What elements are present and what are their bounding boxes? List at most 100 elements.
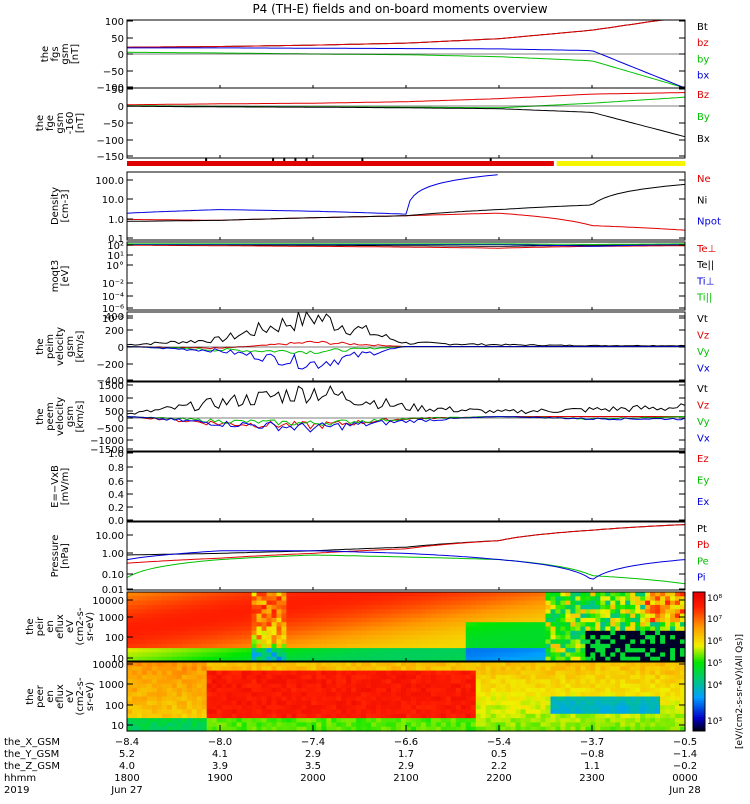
peir-cell	[645, 622, 651, 628]
peer-cell	[381, 705, 387, 710]
peer-cell	[665, 674, 671, 680]
peir-cell	[366, 630, 372, 636]
peer-cell	[525, 700, 532, 706]
peer-cell	[261, 713, 268, 719]
peer-cell	[271, 662, 278, 667]
peer-cell	[590, 726, 596, 732]
peir-cell	[406, 604, 412, 610]
peer-cell	[216, 713, 223, 719]
ylabel-line: the	[35, 115, 46, 131]
peer-cell	[311, 666, 317, 672]
peer-cell	[401, 696, 407, 702]
peer-cell	[475, 722, 482, 728]
peer-cell	[336, 718, 342, 723]
peer-cell	[485, 726, 492, 732]
peir-cell	[615, 600, 621, 606]
peer-cell	[465, 662, 472, 667]
peer-cell	[585, 718, 591, 723]
peer-cell	[640, 692, 646, 698]
peir-cell	[316, 596, 322, 602]
peer-cell	[460, 705, 467, 710]
peir-cell	[535, 643, 542, 649]
peir-cell	[146, 604, 153, 610]
peer-cell	[356, 692, 362, 698]
peer-cell	[141, 687, 148, 693]
peer-cell	[206, 722, 213, 728]
peir-cell	[281, 626, 287, 632]
peir-cell	[386, 639, 392, 645]
peer-cell	[371, 692, 377, 698]
peer-cell	[281, 683, 287, 689]
peer-cell	[485, 674, 492, 680]
peir-cell	[645, 600, 651, 606]
peir-cell	[221, 596, 228, 602]
peir-cell	[675, 592, 681, 597]
peer-cell	[540, 726, 547, 732]
peir-cell	[281, 622, 287, 628]
peer-cell	[645, 674, 651, 680]
colorbar-cell	[693, 696, 705, 700]
peir-cell	[510, 613, 517, 619]
peir-cell	[146, 592, 153, 597]
peer-cell	[440, 692, 447, 698]
peir-cell	[490, 643, 497, 649]
peer-cell	[620, 713, 626, 719]
peir-cell	[296, 617, 302, 623]
peir-cell	[311, 592, 317, 597]
peer-cell	[206, 709, 213, 715]
peer-cell	[465, 679, 472, 685]
peer-cell	[680, 666, 686, 672]
peer-cell	[675, 687, 681, 693]
peer-cell	[156, 705, 163, 710]
peer-cell	[346, 718, 352, 723]
peer-cell	[141, 662, 148, 667]
peer-cell	[595, 713, 601, 719]
peir-cell	[580, 626, 586, 632]
peer-cell	[411, 692, 417, 698]
peer-cell	[425, 687, 432, 693]
peer-cell	[485, 696, 492, 702]
peer-cell	[565, 696, 571, 702]
peer-cell	[605, 674, 611, 680]
peir-cell	[535, 639, 542, 645]
peir-cell	[625, 613, 631, 619]
peer-cell	[186, 687, 193, 693]
peer-cell	[301, 713, 307, 719]
peir-cell	[271, 596, 278, 602]
peir-cell	[381, 630, 387, 636]
peir-cell	[545, 617, 552, 623]
peir-cell	[137, 626, 143, 632]
peer-cell	[241, 696, 248, 702]
peir-cell	[221, 600, 228, 606]
peir-cell	[416, 622, 422, 628]
peer-cell	[605, 662, 611, 667]
peer-cell	[251, 709, 258, 715]
peer-cell	[545, 709, 552, 715]
peer-cell	[196, 722, 203, 728]
peem-series-vt	[126, 384, 686, 415]
status-tick	[283, 158, 286, 161]
peer-cell	[266, 679, 273, 685]
peer-cell	[440, 722, 447, 728]
peir-cell	[196, 596, 203, 602]
peir-cell	[465, 592, 472, 597]
peir-cell	[281, 609, 287, 615]
peer-cell	[680, 705, 686, 710]
peer-cell	[401, 687, 407, 693]
peer-cell	[425, 662, 432, 667]
peir-cell	[161, 626, 168, 632]
peir-cell	[206, 600, 213, 606]
peir-cell	[311, 613, 317, 619]
peir-cell	[266, 604, 273, 610]
peir-cell	[450, 609, 457, 615]
peer-cell	[146, 696, 153, 702]
peer-cell	[416, 687, 422, 693]
peir-cell	[530, 604, 537, 610]
peir-cell	[515, 639, 522, 645]
peer-cell	[560, 709, 566, 715]
peer-cell	[535, 670, 542, 676]
peir-cell	[560, 626, 566, 632]
peer-cell	[670, 713, 676, 719]
peer-cell	[475, 674, 482, 680]
peer-cell	[635, 662, 641, 667]
